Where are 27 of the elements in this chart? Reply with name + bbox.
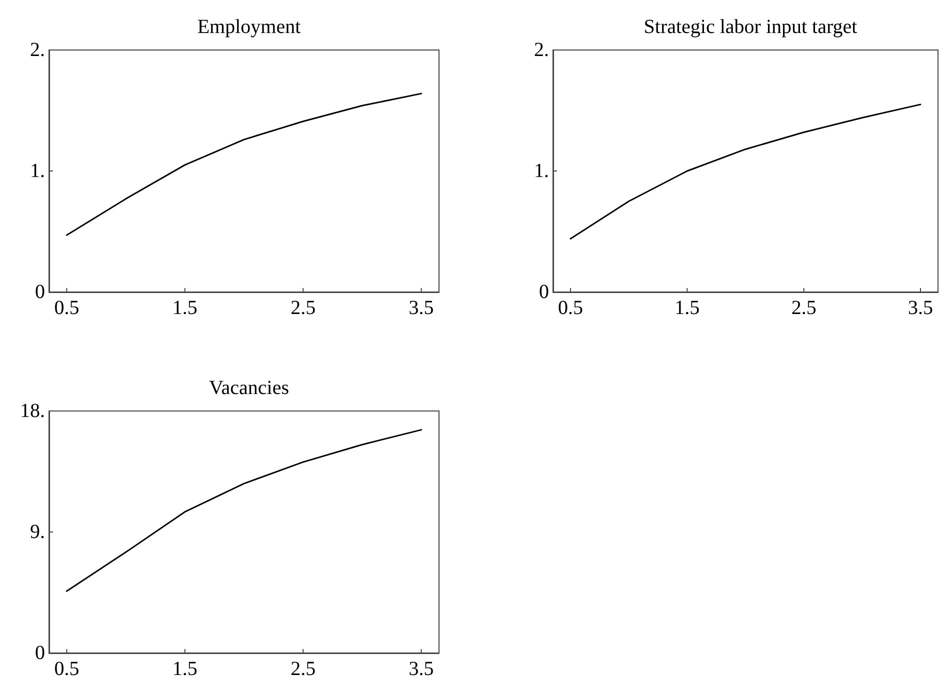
y-tick-label: 2. [534,39,549,61]
y-tick-label: 0 [539,281,549,303]
line-series [66,429,422,592]
chart-title: Strategic labor input target [644,16,858,38]
x-tick-label: 1.5 [172,658,198,680]
x-tick-label: 0.5 [54,658,80,680]
x-tick-label: 0.5 [54,297,80,319]
line-series [570,104,922,240]
x-tick-label: 3.5 [408,297,434,319]
x-tick-label: 3.5 [908,297,933,319]
y-tick-label: 2. [30,39,45,61]
y-tick-label: 0 [35,642,45,664]
chart-title: Vacancies [209,377,290,399]
y-tick-label: 0 [35,281,45,303]
x-tick-label: 2.5 [290,297,316,319]
x-tick-label: 2.5 [290,658,316,680]
x-tick-label: 0.5 [558,297,583,319]
y-tick-label: 18. [20,400,45,422]
x-tick-label: 3.5 [408,658,434,680]
x-tick-label: 2.5 [791,297,816,319]
y-tick-label: 1. [30,160,45,182]
y-tick-label: 1. [534,160,549,182]
x-tick-label: 1.5 [674,297,700,319]
chart-title: Employment [197,16,302,38]
y-tick-label: 9. [30,521,45,543]
line-series [66,92,422,236]
x-tick-label: 1.5 [172,297,198,319]
